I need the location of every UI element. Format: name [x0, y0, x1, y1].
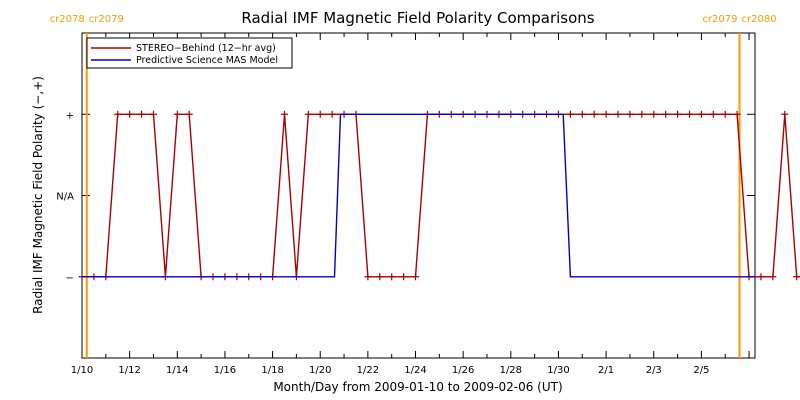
series-point-0 — [721, 110, 729, 118]
series-point-0 — [566, 110, 574, 118]
x-tick-label: 1/22 — [357, 365, 379, 376]
x-tick-label: 1/28 — [500, 365, 522, 376]
series-point-0 — [376, 273, 384, 281]
series-point-0 — [769, 273, 777, 281]
series-point-0 — [185, 110, 193, 118]
x-tick-label: 2/1 — [598, 365, 614, 376]
series-point-0 — [388, 273, 396, 281]
series-point-0 — [173, 110, 181, 118]
legend-label-stereo: STEREO−Behind (12−hr avg) — [136, 43, 276, 54]
series-point-0 — [602, 110, 610, 118]
series-point-0 — [149, 110, 157, 118]
series-point-0 — [316, 110, 324, 118]
series-point-0 — [400, 273, 408, 281]
x-tick-label: 1/10 — [71, 365, 93, 376]
series-point-0 — [757, 273, 765, 281]
series-point-0 — [304, 110, 312, 118]
legend-box — [86, 37, 293, 69]
series-point-0 — [412, 273, 420, 281]
series-point-0 — [364, 273, 372, 281]
series-point-0 — [626, 110, 634, 118]
plot-frame — [81, 32, 756, 359]
series-point-0 — [733, 110, 741, 118]
x-tick-label: 1/18 — [261, 365, 283, 376]
series-point-0 — [697, 110, 705, 118]
series-point-0 — [709, 110, 717, 118]
x-tick-label: 1/24 — [404, 365, 426, 376]
series-point-0 — [662, 110, 670, 118]
carrington-label-left: cr2078 — [50, 14, 85, 25]
x-tick-label: 1/14 — [166, 365, 188, 376]
y-axis-label: Radial IMF Magnetic Field Polarity (−,+) — [31, 76, 45, 314]
x-tick-label: 1/26 — [452, 365, 474, 376]
x-tick-label: 2/5 — [693, 365, 709, 376]
carrington-label-right: cr2080 — [742, 14, 777, 25]
series-line-0 — [82, 113, 800, 278]
chart-title: Radial IMF Magnetic Field Polarity Compa… — [241, 9, 594, 27]
y-tick-label: − — [66, 273, 74, 284]
series-point-0 — [328, 110, 336, 118]
series-point-0 — [590, 110, 598, 118]
series-point-0 — [578, 110, 586, 118]
series-point-0 — [650, 110, 658, 118]
series-point-0 — [126, 110, 134, 118]
x-tick-label: 1/12 — [118, 365, 140, 376]
series-point-0 — [674, 110, 682, 118]
x-tick-label: 1/20 — [309, 365, 331, 376]
series-point-0 — [614, 110, 622, 118]
series-point-0 — [280, 110, 288, 118]
carrington-label-right: cr2079 — [89, 14, 124, 25]
carrington-label-left: cr2079 — [702, 14, 737, 25]
x-tick-label: 1/16 — [214, 365, 236, 376]
legend-label-model: Predictive Science MAS Model — [136, 55, 278, 66]
series-line-1 — [82, 113, 755, 278]
series-point-0 — [138, 110, 146, 118]
series-point-0 — [793, 273, 800, 281]
y-tick-label: + — [66, 110, 74, 121]
y-tick-label: N/A — [56, 192, 74, 203]
series-point-0 — [685, 110, 693, 118]
series-point-0 — [114, 110, 122, 118]
series-point-0 — [781, 110, 789, 118]
x-tick-label: 2/3 — [646, 365, 662, 376]
legend: STEREO−Behind (12−hr avg) Predictive Sci… — [86, 37, 293, 69]
series-point-0 — [638, 110, 646, 118]
x-tick-label: 1/30 — [547, 365, 569, 376]
x-axis-label: Month/Day from 2009-01-10 to 2009-02-06 … — [273, 380, 562, 394]
